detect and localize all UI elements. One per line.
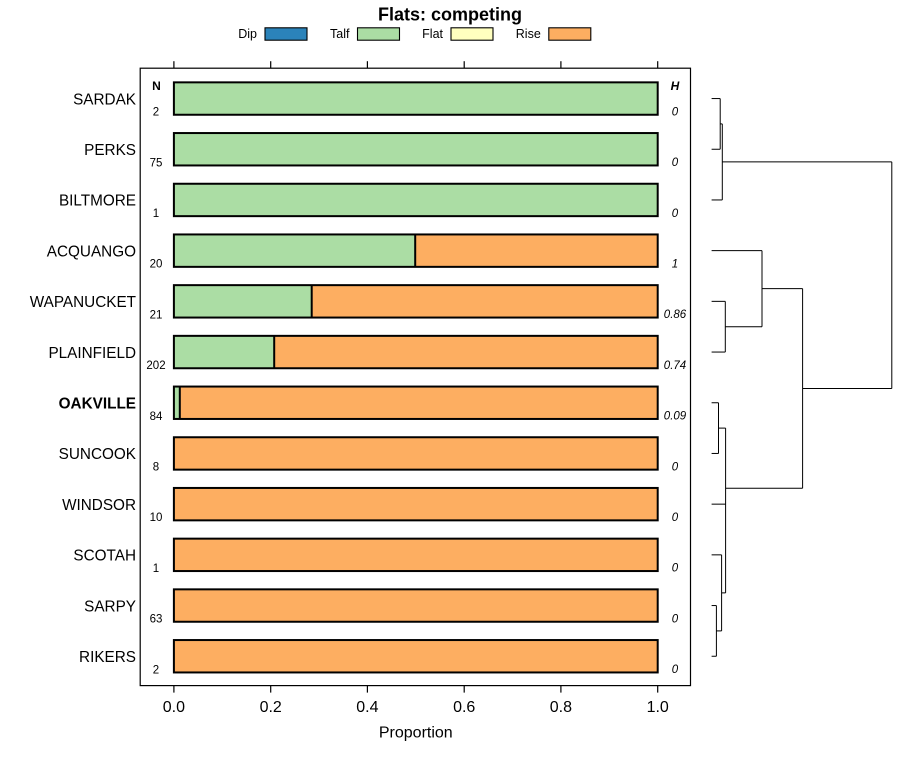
svg-text:ACQUANGO: ACQUANGO <box>47 243 136 260</box>
svg-text:0.4: 0.4 <box>356 699 378 716</box>
svg-text:0: 0 <box>672 157 679 169</box>
svg-text:63: 63 <box>150 614 163 626</box>
svg-text:1: 1 <box>153 208 159 220</box>
svg-text:Flats: competing: Flats: competing <box>378 4 522 24</box>
svg-text:Flat: Flat <box>422 27 443 41</box>
svg-text:1: 1 <box>672 258 678 270</box>
svg-text:0.09: 0.09 <box>664 411 687 423</box>
svg-text:H: H <box>671 79 680 93</box>
svg-text:N: N <box>152 79 161 93</box>
svg-text:PERKS: PERKS <box>84 142 136 159</box>
svg-text:WINDSOR: WINDSOR <box>62 497 136 514</box>
svg-text:SCOTAH: SCOTAH <box>73 548 136 565</box>
svg-text:1: 1 <box>153 563 159 575</box>
svg-text:21: 21 <box>150 309 163 321</box>
svg-text:0: 0 <box>672 563 679 575</box>
svg-text:SARPY: SARPY <box>84 598 136 615</box>
svg-text:0.6: 0.6 <box>453 699 475 716</box>
svg-text:2: 2 <box>153 107 159 119</box>
svg-text:Proportion: Proportion <box>379 725 453 742</box>
svg-text:0: 0 <box>672 664 679 676</box>
svg-text:0.74: 0.74 <box>664 360 686 372</box>
svg-text:8: 8 <box>153 461 159 473</box>
svg-text:2: 2 <box>153 664 159 676</box>
svg-text:0.0: 0.0 <box>163 699 185 716</box>
svg-text:75: 75 <box>150 157 163 169</box>
svg-text:BILTMORE: BILTMORE <box>59 193 136 210</box>
svg-text:0: 0 <box>672 613 679 625</box>
svg-text:0: 0 <box>672 208 679 220</box>
svg-text:WAPANUCKET: WAPANUCKET <box>30 294 136 311</box>
svg-text:PLAINFIELD: PLAINFIELD <box>48 345 136 362</box>
svg-text:0: 0 <box>672 512 679 524</box>
svg-text:0.86: 0.86 <box>664 309 687 321</box>
svg-text:Talf: Talf <box>330 27 350 41</box>
svg-text:0.2: 0.2 <box>260 699 282 716</box>
svg-text:Rise: Rise <box>516 27 541 41</box>
svg-text:1.0: 1.0 <box>647 699 669 716</box>
svg-text:10: 10 <box>150 512 163 524</box>
svg-text:84: 84 <box>150 411 163 423</box>
svg-text:202: 202 <box>146 360 165 372</box>
svg-text:0.8: 0.8 <box>550 699 572 716</box>
svg-text:OAKVILLE: OAKVILLE <box>59 395 136 412</box>
svg-text:0: 0 <box>672 106 679 118</box>
svg-text:Dip: Dip <box>238 27 257 41</box>
svg-text:SARDAK: SARDAK <box>73 91 137 108</box>
svg-text:SUNCOOK: SUNCOOK <box>59 446 137 463</box>
svg-text:0: 0 <box>672 461 679 473</box>
svg-text:20: 20 <box>150 259 163 271</box>
svg-text:RIKERS: RIKERS <box>79 649 136 666</box>
